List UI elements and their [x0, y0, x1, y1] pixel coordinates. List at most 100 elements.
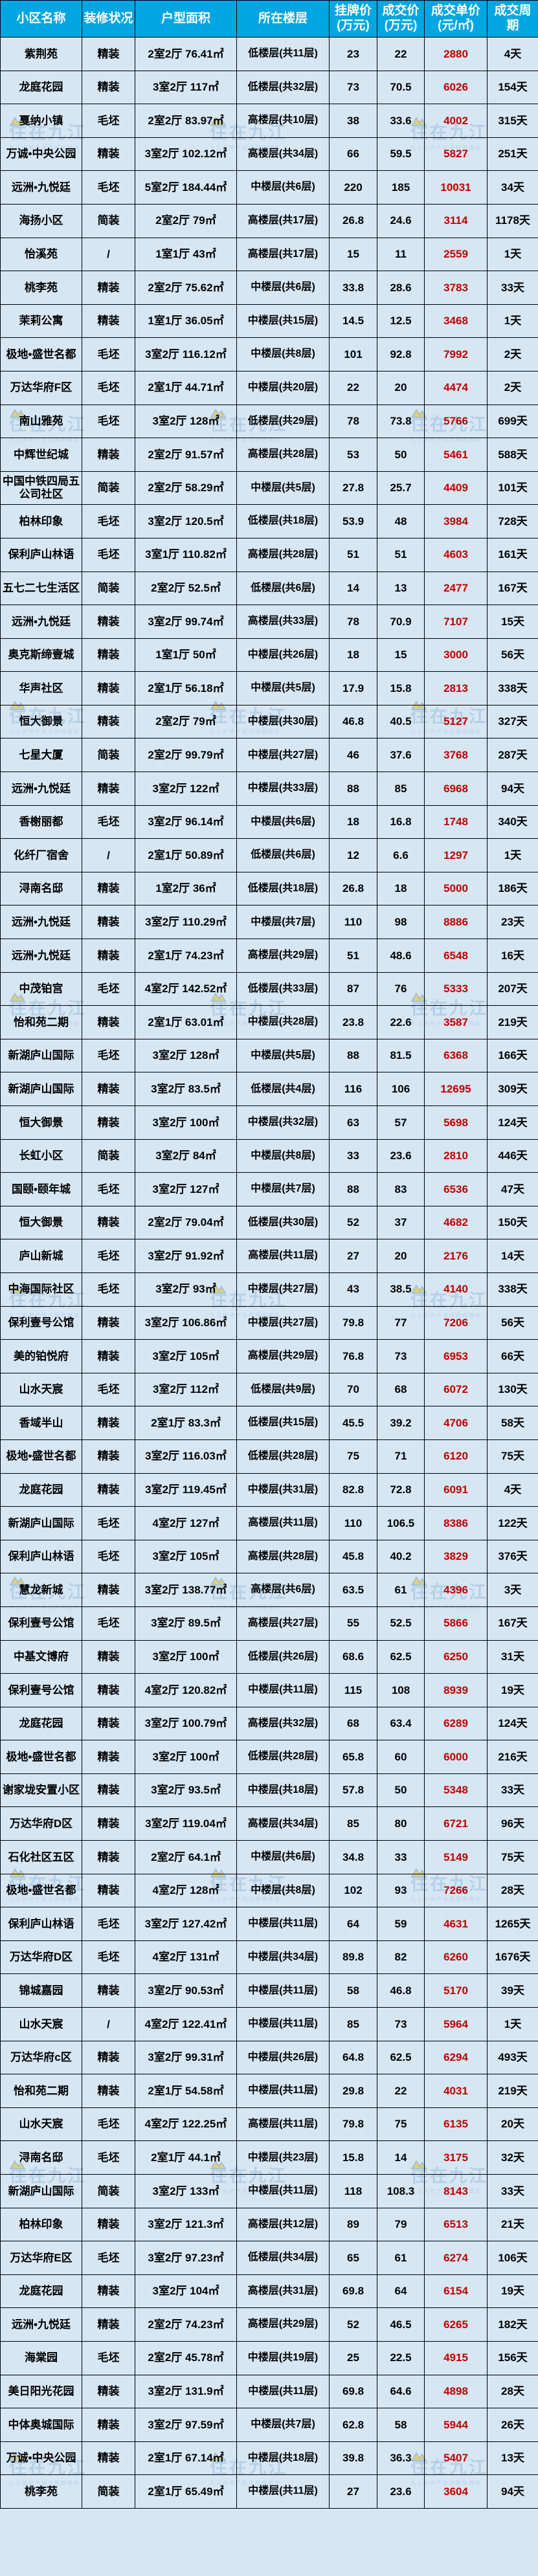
cell-deal-price: 22.6: [377, 1005, 425, 1039]
cell-community-name: 万达华府E区: [0, 2241, 82, 2275]
cell-unit-price: 5333: [424, 972, 488, 1006]
cell-community-name: 南山雅苑: [0, 404, 82, 439]
cell-deal-cycle: 182天: [487, 2307, 538, 2342]
table-row: 保利壹号公馆 精装 3室2厅 106.86㎡ 中楼层(共27层) 79.8 77 7206 5…: [0, 1305, 538, 1340]
cell-community-name: 紫荆苑: [0, 37, 82, 71]
table-row: 龙庭花园 精装 3室2厅 119.45㎡ 中楼层(共31层) 82.8 72.8 6091 4…: [0, 1472, 538, 1507]
cell-deal-cycle: 75天: [487, 1439, 538, 1474]
cell-decoration-status: 毛坯: [82, 972, 135, 1006]
table-row: 桃李苑 精装 2室2厅 75.62㎡ 中楼层(共6层) 33.8 28.6 3783 33天: [0, 271, 538, 305]
cell-decoration-status: 精装: [82, 1339, 135, 1373]
cell-community-name: 极地•盛世名都: [0, 1740, 82, 1774]
cell-listing-price: 12: [329, 838, 377, 872]
table-row: 山水天宸/4室2厅 122.41㎡ 中楼层(共11层) 85 73 5964 1天: [0, 2007, 538, 2041]
cell-deal-cycle: 15天: [487, 605, 538, 639]
cell-community-name: 中辉世纪城: [0, 438, 82, 472]
cell-layout-area: 4室2厅 131㎡: [135, 1940, 237, 1975]
cell-layout-area: 2室2厅 79.04㎡: [135, 1205, 237, 1240]
cell-unit-price: 6368: [424, 1038, 488, 1073]
cell-floor-level: 中楼层(共11层): [236, 2474, 330, 2509]
cell-community-name: 山水天宸: [0, 1372, 82, 1407]
table-row: 紫荆苑 精装 2室2厅 76.41㎡ 低楼层(共11层) 23 22 2880 4天: [0, 37, 538, 71]
cell-deal-price: 15: [377, 638, 425, 672]
cell-deal-price: 50: [377, 438, 425, 472]
table-row: 恒大御景 精装 2室2厅 79.04㎡ 低楼层(共30层) 52 37 4682 150天: [0, 1205, 538, 1240]
cell-layout-area: 3室2厅 83.5㎡: [135, 1072, 237, 1106]
cell-floor-level: 低楼层(共9层): [236, 1372, 330, 1407]
cell-deal-price: 46.8: [377, 1973, 425, 2008]
cell-listing-price: 65: [329, 2241, 377, 2275]
cell-deal-price: 16.8: [377, 805, 425, 839]
cell-deal-price: 33: [377, 1840, 425, 1874]
cell-decoration-status: 精装: [82, 2441, 135, 2476]
cell-community-name: 远洲•九悦廷: [0, 905, 82, 940]
cell-listing-price: 75: [329, 1439, 377, 1474]
table-row: 极地•盛世名都 精装 3室2厅 100㎡ 低楼层(共28层) 65.8 60 6000 216…: [0, 1740, 538, 1774]
cell-deal-price: 61: [377, 2241, 425, 2275]
cell-floor-level: 高楼层(共28层): [236, 438, 330, 472]
cell-layout-area: 3室2厅 104㎡: [135, 2274, 237, 2309]
cell-listing-price: 26.8: [329, 871, 377, 906]
cell-floor-level: 中楼层(共18层): [236, 1773, 330, 1808]
cell-listing-price: 110: [329, 1506, 377, 1540]
cell-deal-cycle: 106天: [487, 2241, 538, 2275]
cell-community-name: 柏林印象: [0, 504, 82, 539]
cell-layout-area: 3室2厅 90.53㎡: [135, 1973, 237, 2008]
cell-deal-price: 22.5: [377, 2340, 425, 2375]
cell-unit-price: 8143: [424, 2174, 488, 2208]
cell-listing-price: 22: [329, 370, 377, 405]
cell-community-name: 山水天宸: [0, 2107, 82, 2142]
cell-listing-price: 69.8: [329, 2374, 377, 2409]
cell-community-name: 新湖庐山国际: [0, 1506, 82, 1540]
cell-layout-area: 3室2厅 96.14㎡: [135, 805, 237, 839]
cell-deal-cycle: 340天: [487, 805, 538, 839]
cell-layout-area: 3室2厅 100㎡: [135, 1639, 237, 1674]
cell-floor-level: 低楼层(共30层): [236, 1205, 330, 1240]
table-row: 中辉世纪城 精装 2室2厅 91.57㎡ 高楼层(共28层) 53 50 5461 588天: [0, 438, 538, 472]
cell-deal-cycle: 186天: [487, 871, 538, 906]
cell-deal-cycle: 58天: [487, 1406, 538, 1440]
cell-listing-price: 58: [329, 1973, 377, 2008]
cell-community-name: 新湖庐山国际: [0, 1038, 82, 1073]
cell-floor-level: 高楼层(共17层): [236, 203, 330, 238]
cell-layout-area: 5室2厅 184.44㎡: [135, 170, 237, 205]
cell-decoration-status: 毛坯: [82, 2140, 135, 2175]
table-row: 万达华府E区 毛坯 3室2厅 97.23㎡ 低楼层(共34层) 65 61 6274 106天: [0, 2241, 538, 2275]
cell-listing-price: 68: [329, 1706, 377, 1741]
cell-deal-price: 40.2: [377, 1539, 425, 1574]
cell-deal-price: 73: [377, 2007, 425, 2041]
cell-listing-price: 34.8: [329, 1840, 377, 1874]
cell-deal-price: 28.6: [377, 271, 425, 305]
cell-listing-price: 27.8: [329, 471, 377, 505]
cell-decoration-status: 精装: [82, 70, 135, 105]
cell-layout-area: 3室2厅 116.12㎡: [135, 337, 237, 372]
table-row: 保利壹号公馆 精装 4室2厅 120.82㎡ 中楼层(共11层) 115 108 8939 1…: [0, 1673, 538, 1707]
cell-layout-area: 3室2厅 100㎡: [135, 1740, 237, 1774]
cell-community-name: 远洲•九悦廷: [0, 772, 82, 806]
cell-community-name: 新湖庐山国际: [0, 1072, 82, 1106]
cell-floor-level: 中楼层(共18层): [236, 2441, 330, 2476]
cell-listing-price: 63: [329, 1105, 377, 1140]
cell-layout-area: 3室1厅 110.82㎡: [135, 537, 237, 572]
cell-layout-area: 2室2厅 45.78㎡: [135, 2340, 237, 2375]
cell-floor-level: 中楼层(共7层): [236, 1172, 330, 1206]
cell-floor-level: 中楼层(共6层): [236, 1840, 330, 1874]
cell-layout-area: 2室1厅 44.1㎡: [135, 2140, 237, 2175]
cell-listing-price: 78: [329, 404, 377, 439]
cell-deal-cycle: 219天: [487, 1005, 538, 1039]
cell-deal-price: 11: [377, 237, 425, 272]
cell-unit-price: 6721: [424, 1806, 488, 1841]
cell-listing-price: 46: [329, 738, 377, 773]
cell-deal-price: 58: [377, 2408, 425, 2442]
cell-listing-price: 78: [329, 605, 377, 639]
cell-deal-cycle: 166天: [487, 1038, 538, 1073]
table-row: 万达华府D区 毛坯 4室2厅 131㎡ 中楼层(共34层) 89.8 82 6260 1676…: [0, 1940, 538, 1975]
table-row: 浔南名邸 精装 1室2厅 36㎡ 低楼层(共18层) 26.8 18 5000 186天: [0, 871, 538, 906]
cell-floor-level: 中楼层(共31层): [236, 1472, 330, 1507]
cell-unit-price: 2559: [424, 237, 488, 272]
cell-deal-price: 23.6: [377, 2474, 425, 2509]
cell-listing-price: 26.8: [329, 203, 377, 238]
cell-decoration-status: 精装: [82, 2074, 135, 2108]
cell-deal-price: 36.3: [377, 2441, 425, 2476]
